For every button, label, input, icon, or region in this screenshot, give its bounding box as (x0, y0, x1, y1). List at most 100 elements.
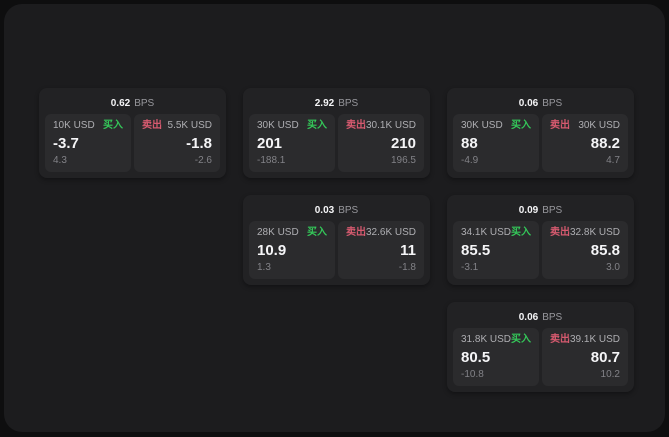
buy-tile-top: 31.8K USD 买入 (461, 335, 531, 345)
buy-tile[interactable]: 30K USD 买入 201 -188.1 (249, 114, 335, 172)
sell-sub-value: -1.8 (398, 262, 416, 273)
buy-side-label: 买入 (307, 120, 327, 131)
sell-side-label: 卖出 (550, 334, 570, 345)
bps-unit: BPS (542, 97, 563, 109)
sell-tile[interactable]: 卖出 5.5K USD -1.8 -2.6 (134, 114, 220, 172)
buy-price: 201 (257, 135, 283, 152)
buy-amount: 31.8K USD (461, 334, 512, 345)
sell-tile[interactable]: 卖出 32.8K USD 85.8 3.0 (542, 221, 628, 279)
sell-sub-value: 4.7 (606, 155, 620, 166)
sell-sub-value: 196.5 (390, 155, 416, 166)
bps-value: 0.09 (518, 204, 539, 216)
buy-side-label: 买入 (103, 120, 123, 131)
quote-card[interactable]: 0.06 BPS 30K USD 买入 88 -4.9 卖出 30K USD (447, 88, 634, 178)
bps-value: 0.06 (518, 97, 539, 109)
sell-tile[interactable]: 卖出 39.1K USD 80.7 10.2 (542, 328, 628, 386)
sell-amount: 32.6K USD (365, 227, 417, 238)
quote-card[interactable]: 0.06 BPS 31.8K USD 买入 80.5 -10.8 卖出 39.1… (447, 302, 634, 392)
buy-sub-value: -4.9 (461, 155, 479, 166)
sell-side-label: 卖出 (346, 227, 366, 238)
sell-tile[interactable]: 卖出 30.1K USD 210 196.5 (338, 114, 424, 172)
sell-price: 88.2 (590, 135, 620, 152)
sell-tile-top: 卖出 32.6K USD (346, 228, 416, 238)
sell-amount: 5.5K USD (167, 120, 212, 131)
quote-card[interactable]: 2.92 BPS 30K USD 买入 201 -188.1 卖出 30.1K … (243, 88, 430, 178)
buy-tile-top: 10K USD 买入 (53, 121, 123, 131)
sell-side-label: 卖出 (142, 120, 162, 131)
buy-sub-value: 1.3 (257, 262, 271, 273)
sell-amount: 39.1K USD (569, 334, 621, 345)
quote-card[interactable]: 0.62 BPS 10K USD 买入 -3.7 4.3 卖出 5.5K USD (39, 88, 226, 178)
buy-tile[interactable]: 31.8K USD 买入 80.5 -10.8 (453, 328, 539, 386)
card-body: 28K USD 买入 10.9 1.3 卖出 32.6K USD 11 -1.8 (243, 221, 430, 285)
sell-price: 11 (400, 242, 416, 259)
sell-price: 80.7 (590, 349, 620, 366)
quote-grid: 0.62 BPS 10K USD 买入 -3.7 4.3 卖出 5.5K USD (39, 88, 634, 392)
buy-amount: 30K USD (257, 120, 299, 131)
buy-price: 88 (461, 135, 478, 152)
sell-tile-top: 卖出 39.1K USD (550, 335, 620, 345)
buy-side-label: 买入 (307, 227, 327, 238)
sell-price: -1.8 (186, 135, 212, 152)
sell-tile-top: 卖出 32.8K USD (550, 228, 620, 238)
buy-amount: 10K USD (53, 120, 95, 131)
bps-header: 0.06 BPS (447, 88, 634, 114)
sell-side-label: 卖出 (550, 227, 570, 238)
bps-unit: BPS (338, 97, 359, 109)
buy-amount: 30K USD (461, 120, 503, 131)
buy-amount: 28K USD (257, 227, 299, 238)
buy-price: 10.9 (257, 242, 287, 259)
sell-price: 210 (390, 135, 416, 152)
buy-price: 85.5 (461, 242, 491, 259)
sell-sub-value: 3.0 (606, 262, 620, 273)
bps-header: 0.06 BPS (447, 302, 634, 328)
bps-unit: BPS (338, 204, 359, 216)
sell-side-label: 卖出 (346, 120, 366, 131)
card-body: 34.1K USD 买入 85.5 -3.1 卖出 32.8K USD 85.8… (447, 221, 634, 285)
bps-header: 0.03 BPS (243, 195, 430, 221)
sell-amount: 32.8K USD (569, 227, 621, 238)
buy-tile[interactable]: 28K USD 买入 10.9 1.3 (249, 221, 335, 279)
buy-tile[interactable]: 30K USD 买入 88 -4.9 (453, 114, 539, 172)
quote-card[interactable]: 0.09 BPS 34.1K USD 买入 85.5 -3.1 卖出 32.8K… (447, 195, 634, 285)
buy-price: -3.7 (53, 135, 79, 152)
card-body: 31.8K USD 买入 80.5 -10.8 卖出 39.1K USD 80.… (447, 328, 634, 392)
bps-unit: BPS (542, 204, 563, 216)
bps-value: 0.03 (314, 204, 335, 216)
buy-side-label: 买入 (511, 227, 532, 238)
buy-tile-top: 30K USD 买入 (461, 121, 531, 131)
sell-amount: 30.1K USD (365, 120, 417, 131)
main-panel: 0.62 BPS 10K USD 买入 -3.7 4.3 卖出 5.5K USD (4, 4, 665, 432)
bps-header: 0.62 BPS (39, 88, 226, 114)
sell-sub-value: -2.6 (194, 155, 212, 166)
sell-side-label: 卖出 (550, 120, 570, 131)
buy-sub-value: 4.3 (53, 155, 67, 166)
buy-side-label: 买入 (511, 120, 531, 131)
bps-value: 2.92 (314, 97, 335, 109)
sell-amount: 30K USD (578, 120, 620, 131)
bps-value: 0.06 (518, 311, 539, 323)
sell-tile[interactable]: 卖出 32.6K USD 11 -1.8 (338, 221, 424, 279)
sell-sub-value: 10.2 (600, 369, 620, 380)
sell-tile-top: 卖出 5.5K USD (142, 121, 212, 131)
card-body: 10K USD 买入 -3.7 4.3 卖出 5.5K USD -1.8 -2.… (39, 114, 226, 178)
card-body: 30K USD 买入 201 -188.1 卖出 30.1K USD 210 1… (243, 114, 430, 178)
sell-tile[interactable]: 卖出 30K USD 88.2 4.7 (542, 114, 628, 172)
buy-price: 80.5 (461, 349, 491, 366)
buy-tile[interactable]: 10K USD 买入 -3.7 4.3 (45, 114, 131, 172)
buy-side-label: 买入 (511, 334, 532, 345)
bps-unit: BPS (542, 311, 563, 323)
buy-sub-value: -3.1 (461, 262, 479, 273)
sell-tile-top: 卖出 30.1K USD (346, 121, 416, 131)
card-body: 30K USD 买入 88 -4.9 卖出 30K USD 88.2 4.7 (447, 114, 634, 178)
sell-tile-top: 卖出 30K USD (550, 121, 620, 131)
buy-tile-top: 34.1K USD 买入 (461, 228, 531, 238)
bps-value: 0.62 (110, 97, 131, 109)
bps-unit: BPS (134, 97, 155, 109)
buy-tile-top: 28K USD 买入 (257, 228, 327, 238)
buy-tile[interactable]: 34.1K USD 买入 85.5 -3.1 (453, 221, 539, 279)
buy-sub-value: -188.1 (257, 155, 286, 166)
buy-amount: 34.1K USD (461, 227, 512, 238)
bps-header: 2.92 BPS (243, 88, 430, 114)
quote-card[interactable]: 0.03 BPS 28K USD 买入 10.9 1.3 卖出 32.6K US… (243, 195, 430, 285)
